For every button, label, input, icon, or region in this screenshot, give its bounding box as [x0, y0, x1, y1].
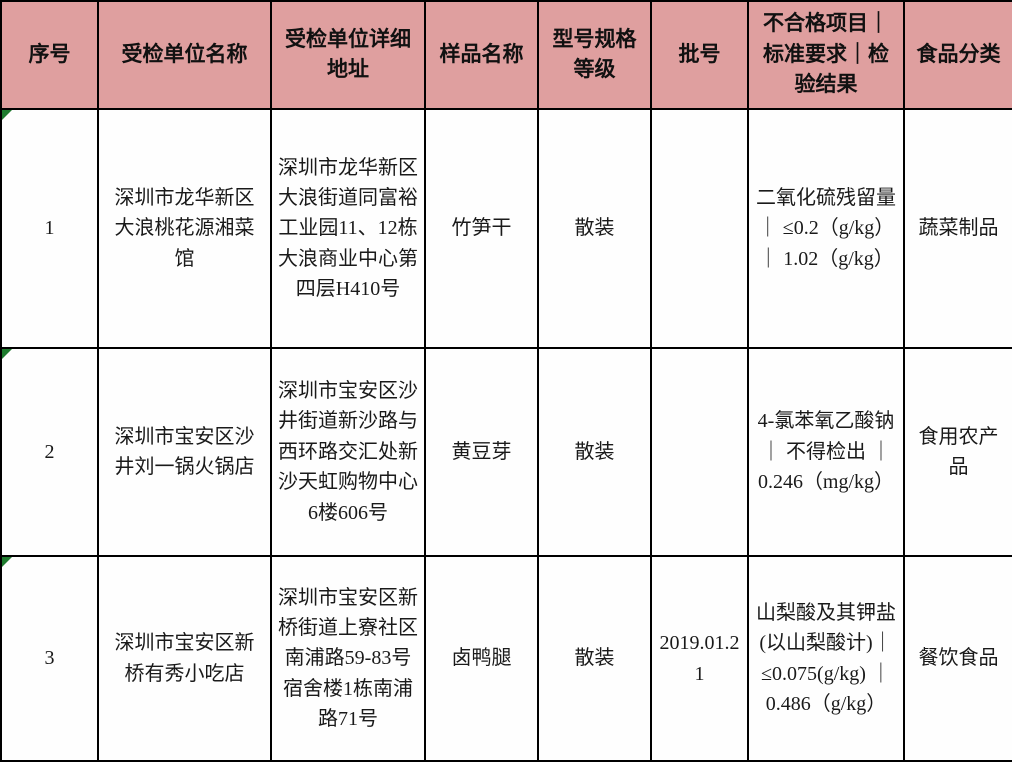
table-row: 1 深圳市龙华新区大浪桃花源湘菜馆 深圳市龙华新区大浪街道同富裕工业园11、12…	[0, 108, 1012, 349]
cell-corner-marker-icon	[3, 558, 12, 567]
column-header-sample-name: 样品名称	[424, 0, 539, 110]
cell-seq: 3	[0, 555, 99, 762]
cell-sample-name: 竹笋干	[424, 108, 539, 349]
cell-spec-grade: 散装	[537, 347, 652, 557]
cell-batch-no	[650, 347, 749, 557]
cell-sample-name: 卤鸭腿	[424, 555, 539, 762]
cell-unit-address: 深圳市龙华新区大浪街道同富裕工业园11、12栋大浪商业中心第四层H410号	[270, 108, 426, 349]
cell-corner-marker-icon	[3, 111, 12, 120]
column-header-batch-no: 批号	[650, 0, 749, 110]
cell-unit-address: 深圳市宝安区沙井街道新沙路与西环路交汇处新沙天虹购物中心6楼606号	[270, 347, 426, 557]
cell-unit-name: 深圳市宝安区沙井刘一锅火锅店	[97, 347, 272, 557]
cell-spec-grade: 散装	[537, 108, 652, 349]
seq-value: 3	[44, 647, 55, 670]
table-row: 2 深圳市宝安区沙井刘一锅火锅店 深圳市宝安区沙井街道新沙路与西环路交汇处新沙天…	[0, 347, 1012, 557]
cell-food-category: 餐饮食品	[903, 555, 1012, 762]
cell-corner-marker-icon	[3, 350, 12, 359]
cell-seq: 2	[0, 347, 99, 557]
cell-unit-address: 深圳市宝安区新桥街道上寮社区南浦路59-83号宿舍楼1栋南浦路71号	[270, 555, 426, 762]
column-header-spec-grade: 型号规格等级	[537, 0, 652, 110]
cell-unit-name: 深圳市龙华新区大浪桃花源湘菜馆	[97, 108, 272, 349]
cell-batch-no: 2019.01.21	[650, 555, 749, 762]
column-header-violation: 不合格项目｜标准要求｜检验结果	[747, 0, 905, 110]
column-header-unit-name: 受检单位名称	[97, 0, 272, 110]
seq-value: 2	[44, 440, 55, 463]
cell-violation: 山梨酸及其钾盐(以山梨酸计)｜≤0.075(g/kg) ｜ 0.486（g/kg…	[747, 555, 905, 762]
column-header-unit-address: 受检单位详细地址	[270, 0, 426, 110]
cell-seq: 1	[0, 108, 99, 349]
table-row: 3 深圳市宝安区新桥有秀小吃店 深圳市宝安区新桥街道上寮社区南浦路59-83号宿…	[0, 555, 1012, 762]
seq-value: 1	[44, 217, 55, 240]
cell-violation: 二氧化硫残留量｜ ≤0.2（g/kg） ｜ 1.02（g/kg）	[747, 108, 905, 349]
cell-batch-no	[650, 108, 749, 349]
cell-sample-name: 黄豆芽	[424, 347, 539, 557]
cell-food-category: 食用农产品	[903, 347, 1012, 557]
cell-unit-name: 深圳市宝安区新桥有秀小吃店	[97, 555, 272, 762]
cell-violation: 4-氯苯氧乙酸钠｜ 不得检出 ｜ 0.246（mg/kg）	[747, 347, 905, 557]
table-header-row: 序号 受检单位名称 受检单位详细地址 样品名称 型号规格等级 批号 不合格项目｜…	[0, 0, 1012, 110]
column-header-food-category: 食品分类	[903, 0, 1012, 110]
column-header-seq: 序号	[0, 0, 99, 110]
cell-spec-grade: 散装	[537, 555, 652, 762]
cell-food-category: 蔬菜制品	[903, 108, 1012, 349]
